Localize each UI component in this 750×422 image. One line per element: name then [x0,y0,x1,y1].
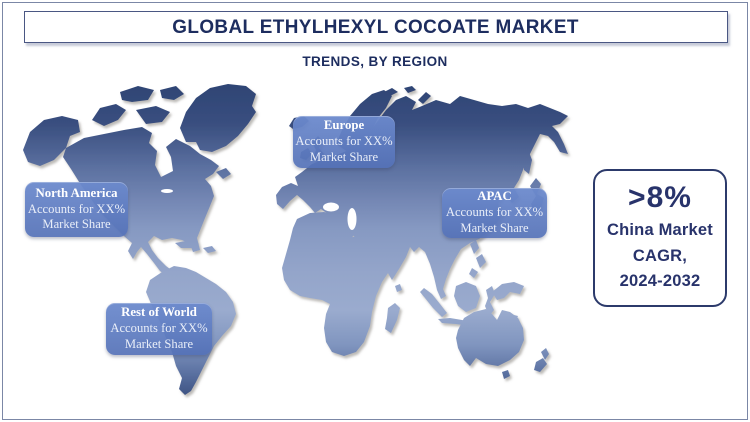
north-america-landmass [63,127,219,283]
region-share-line1: Accounts for XX% [27,201,126,216]
region-share-line2: Market Share [309,149,379,164]
region-label-rest-of-world: Rest of World Accounts for XX% Market Sh… [106,303,212,355]
region-share-line2: Market Share [42,217,111,232]
caspian-sea [347,208,357,230]
cagr-value: >8% [628,181,692,215]
cagr-line2: CAGR, [632,246,688,265]
sri-lanka-island [395,284,402,292]
new-zealand-islands [534,348,549,372]
page-title: GLOBAL ETHYLHEXYL COCOATE MARKET [172,15,580,38]
region-share-line2: Market Share [460,220,529,235]
region-label-north-america: North America Accounts for XX% Market Sh… [25,182,128,237]
canadian-arctic-islands [92,86,184,126]
region-share-line1: Accounts for XX% [295,134,393,149]
region-share-line1: Accounts for XX% [445,205,544,220]
region-share-line2: Market Share [124,336,194,351]
madagascar-island [385,303,400,333]
region-name: North America [35,185,118,200]
cagr-line1: China Market [606,221,713,240]
eurasia-landmass [276,96,568,299]
page-subtitle: TRENDS, BY REGION [302,54,448,69]
inland-seas [161,189,357,230]
australia-landmass [456,309,524,379]
alaska-landmass [23,116,80,166]
region-name: APAC [477,189,512,204]
svalbard-islands [384,86,431,104]
title-box: GLOBAL ETHYLHEXYL COCOATE MARKET [24,11,728,43]
new-guinea-island [492,282,524,300]
caribbean-islands [175,240,216,253]
italy-landmass [340,190,364,220]
black-sea [323,202,339,212]
greenland-landmass [180,84,256,152]
region-label-europe: Europe Accounts for XX% Market Share [293,116,395,168]
philippines-islands [469,240,486,278]
sakhalin-island [524,152,532,174]
region-label-apac: APAC Accounts for XX% Market Share [442,188,547,238]
newfoundland-island [216,168,231,179]
africa-landmass [282,212,396,356]
region-name: Europe [323,118,365,133]
china-cagr-callout: >8% China Market CAGR, 2024-2032 [593,169,727,307]
great-lakes [161,189,173,193]
region-name: Rest of World [121,305,197,320]
cagr-line3: 2024-2032 [619,272,701,291]
region-share-line1: Accounts for XX% [110,321,208,336]
